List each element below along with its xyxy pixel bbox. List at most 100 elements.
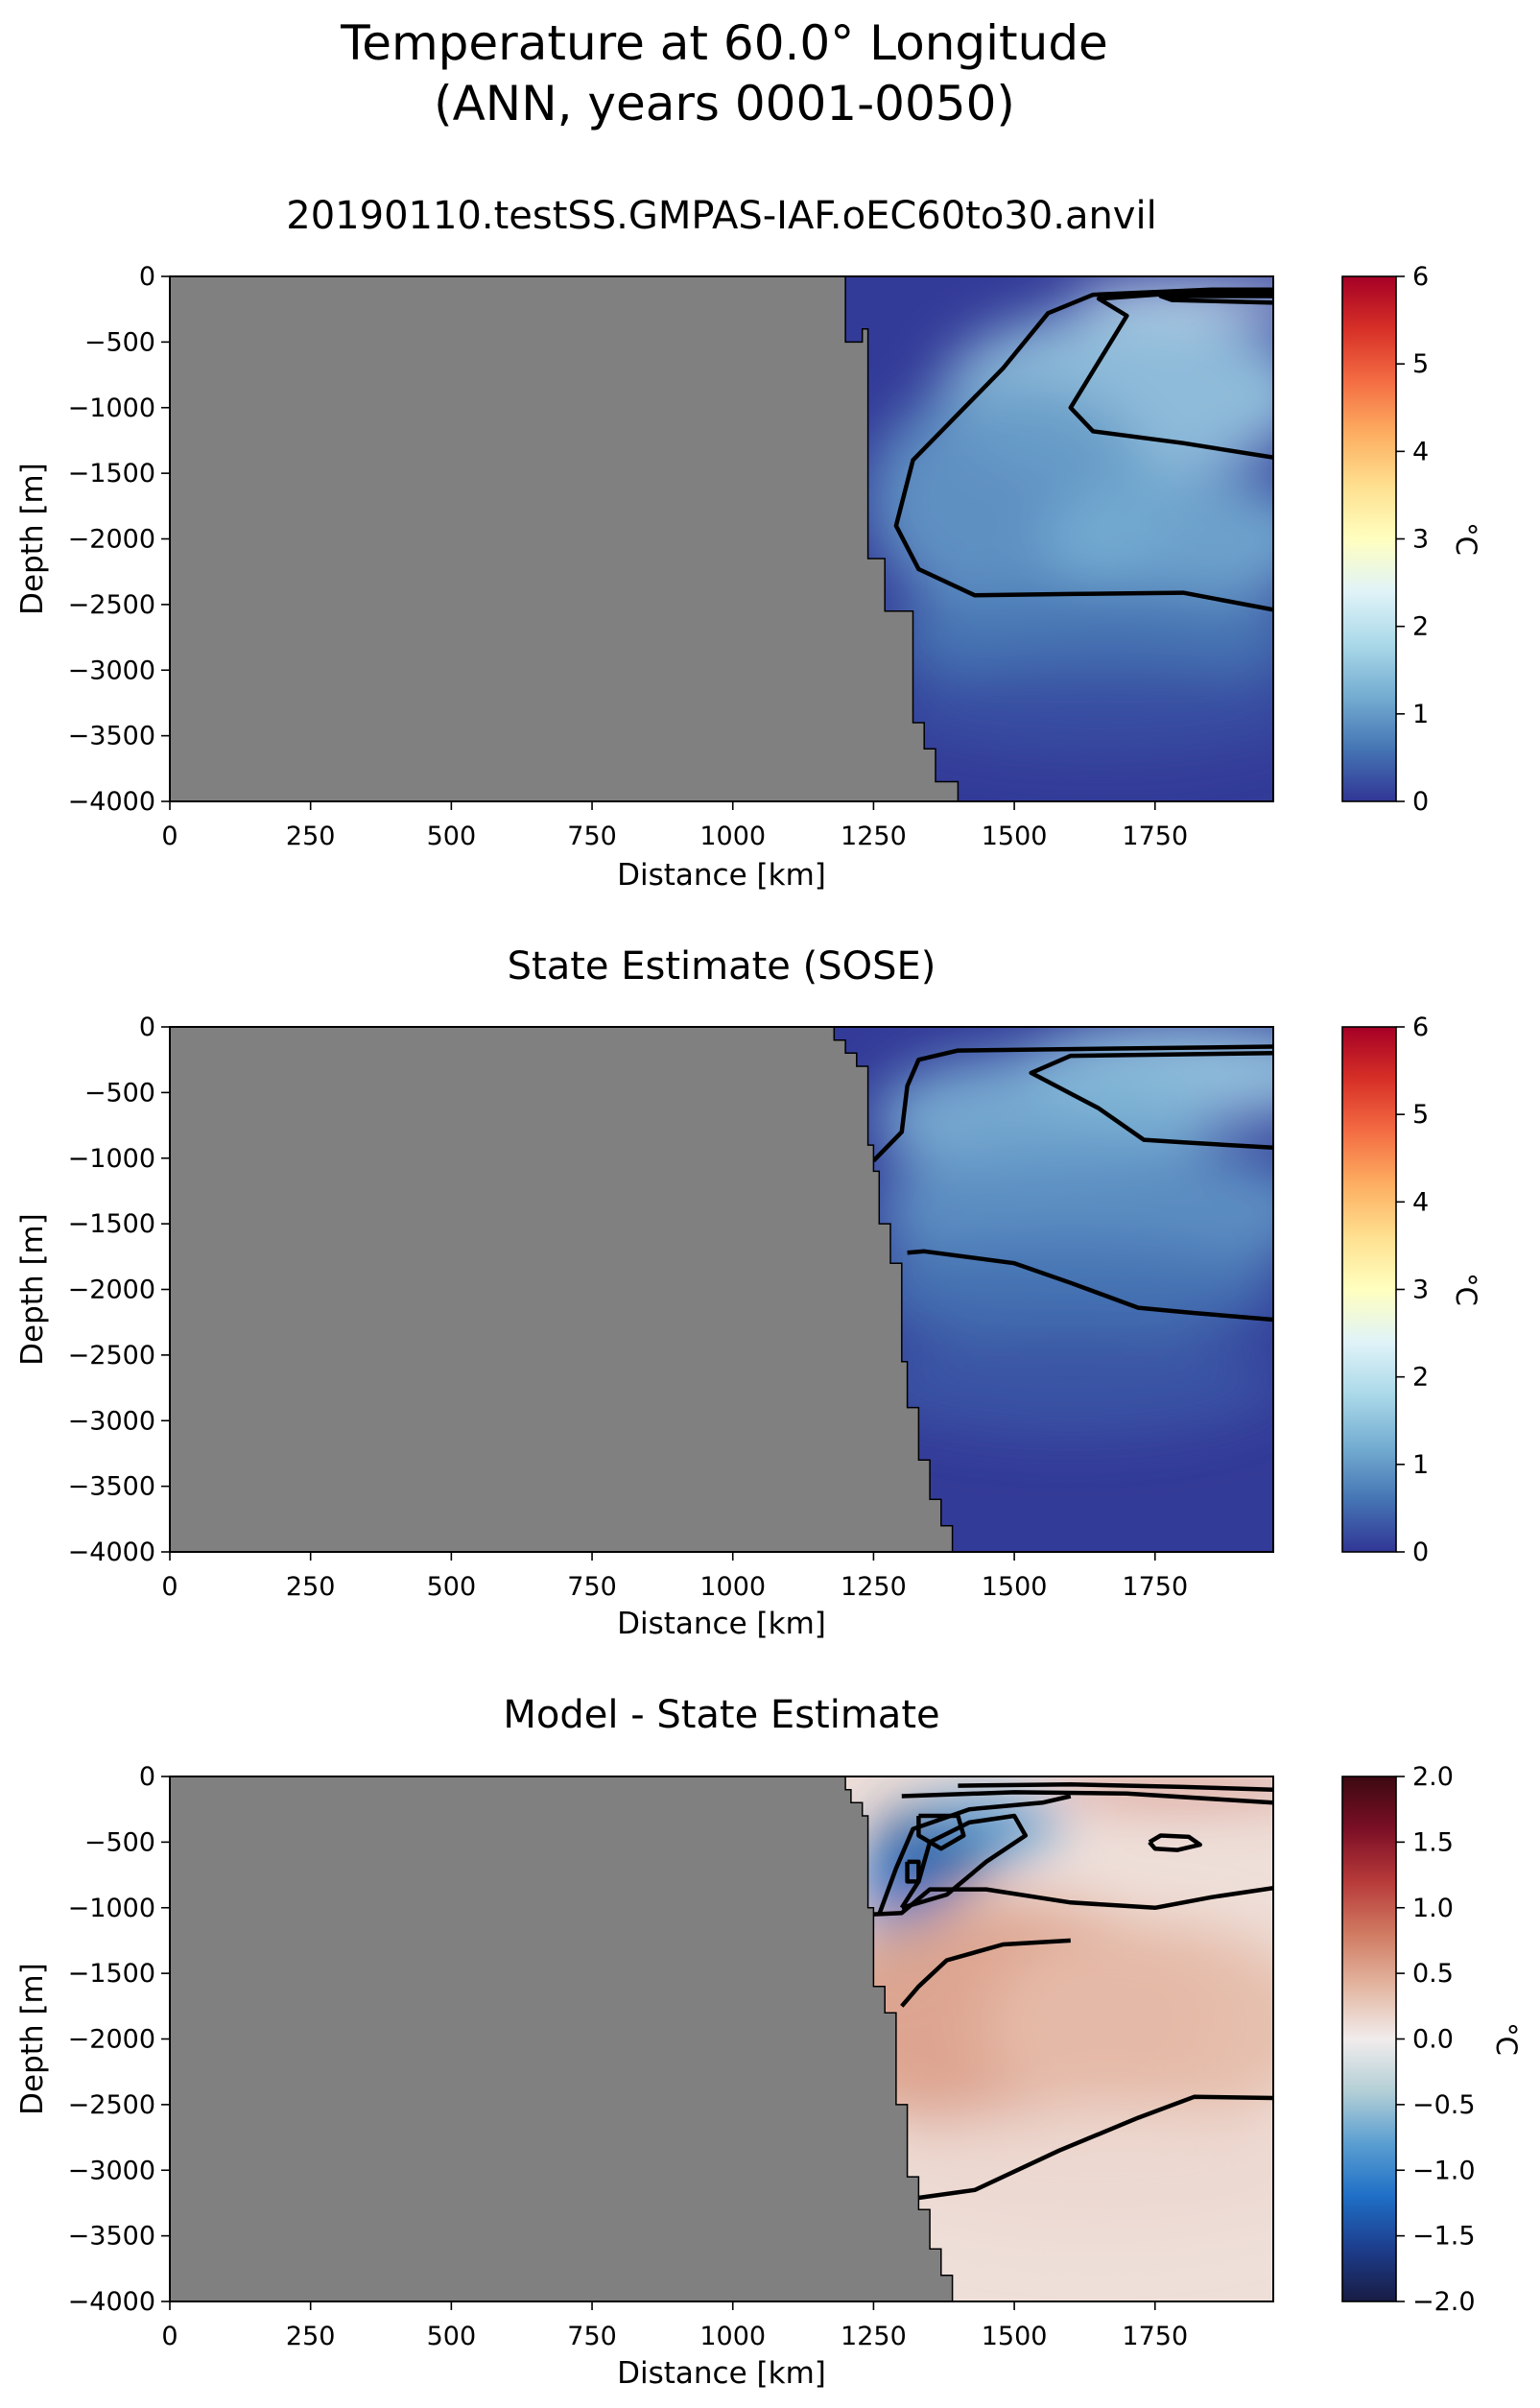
colorbar-tick-label: 1 — [1412, 1450, 1429, 1480]
y-tick-label: −1000 — [68, 393, 155, 423]
x-tick-label: 1750 — [1122, 2322, 1188, 2351]
colorbar-tick-label: 1.0 — [1412, 1894, 1454, 1923]
colorbar-label: °C — [1490, 2022, 1523, 2056]
contour-line — [893, 287, 1273, 612]
colorbar-tick-label: 4 — [1412, 437, 1429, 466]
panel-2: State Estimate (SOSE)0 250 500 750 1000 1250 1… — [15, 944, 1482, 1641]
colorbar-tick-label: 0 — [1412, 1538, 1429, 1567]
x-tick-label: 1000 — [699, 822, 766, 851]
field-blob — [856, 1328, 1273, 1434]
y-tick-label: −4000 — [68, 2287, 155, 2317]
x-tick-label: 1500 — [982, 822, 1048, 851]
contour-line — [877, 1794, 1072, 1916]
y-tick-label: −3000 — [68, 656, 155, 685]
contour-line — [1068, 291, 1273, 460]
colorbar-tick-label: 3 — [1412, 525, 1429, 555]
x-tick-label: 750 — [567, 2322, 617, 2351]
y-tick-label: −1500 — [68, 459, 155, 489]
y-tick-label: −3500 — [68, 722, 155, 751]
x-tick-label: 1750 — [1122, 822, 1188, 851]
land-mask — [170, 1776, 954, 2301]
colorbar-tick-label: 2.0 — [1412, 1762, 1454, 1792]
plot-area — [170, 276, 1273, 801]
contour-line — [916, 1813, 966, 1851]
contour-line — [900, 1938, 1071, 2008]
temperature-field — [856, 1027, 1273, 1434]
contour-line — [899, 1813, 1029, 1910]
colorbar-label: °C — [1450, 522, 1482, 556]
field-blob — [856, 1236, 1273, 1343]
panel-title: 20190110.testSS.GMPAS-IAF.oEC60to30.anvi… — [286, 194, 1156, 238]
colorbar-tick-label: 5 — [1412, 349, 1429, 379]
y-tick-label: −1500 — [68, 1209, 155, 1239]
colorbar-tick-label: 1.5 — [1412, 1827, 1454, 1857]
x-tick-label: 1750 — [1122, 1572, 1188, 1602]
y-tick-label: −4000 — [68, 787, 155, 817]
x-tick-label: 500 — [427, 2322, 477, 2351]
y-tick-label: 0 — [139, 1762, 155, 1792]
colorbar-tick-label: −2.0 — [1412, 2287, 1476, 2317]
field-blob — [885, 663, 1273, 756]
x-tick-label: 750 — [567, 1572, 617, 1602]
colorbar-tick-label: 2 — [1412, 612, 1429, 642]
x-tick-label: 1250 — [841, 1572, 907, 1602]
y-tick-label: 0 — [139, 1013, 155, 1042]
y-axis-label: Depth [m] — [15, 1213, 50, 1366]
colorbar-tick-label: 2 — [1412, 1363, 1429, 1393]
colorbar-tick-label: 3 — [1412, 1276, 1429, 1305]
y-axis-label: Depth [m] — [15, 1963, 50, 2115]
colorbar-tick-label: 4 — [1412, 1187, 1429, 1217]
panel-title: State Estimate (SOSE) — [508, 944, 936, 989]
x-tick-label: 0 — [161, 2322, 178, 2351]
plot-area — [170, 1027, 1273, 1552]
x-axis-label: Distance [km] — [617, 858, 826, 893]
colorbar — [1341, 275, 1397, 802]
y-tick-label: −2000 — [68, 525, 155, 555]
field-blob — [873, 2104, 1273, 2236]
x-axis-label: Distance [km] — [617, 2356, 826, 2391]
colorbar-tick-label: 1 — [1412, 700, 1429, 729]
colorbar-tick-label: −0.5 — [1412, 2090, 1476, 2120]
contour-line — [907, 1249, 1273, 1323]
contour-line — [871, 1044, 1273, 1163]
colorbar-tick-label: 0.5 — [1412, 1959, 1454, 1989]
contour-line — [905, 1859, 921, 1884]
colorbar-tick-label: 6 — [1412, 1013, 1429, 1042]
x-tick-label: 1500 — [982, 2322, 1048, 2351]
y-axis-label: Depth [m] — [15, 463, 50, 615]
figure-title-line2: (ANN, years 0001-0050) — [434, 76, 1015, 131]
y-tick-label: −2000 — [68, 1276, 155, 1305]
panel-1: 20190110.testSS.GMPAS-IAF.oEC60to30.anvi… — [15, 194, 1482, 893]
panel-title: Model - State Estimate — [503, 1693, 939, 1737]
land-mask — [170, 1027, 954, 1552]
land-mask — [170, 276, 960, 801]
x-tick-label: 1500 — [982, 1572, 1048, 1602]
contour-line — [1029, 1051, 1273, 1151]
field-blob — [885, 584, 1273, 690]
contour-line — [901, 1790, 1273, 1805]
x-tick-label: 0 — [161, 822, 178, 851]
colorbar-tick-label: 5 — [1412, 1100, 1429, 1130]
colorbar-label: °C — [1450, 1273, 1482, 1306]
y-tick-label: −3500 — [68, 2222, 155, 2252]
x-tick-label: 500 — [427, 1572, 477, 1602]
y-tick-label: −500 — [84, 1078, 155, 1108]
y-tick-label: −3500 — [68, 1472, 155, 1502]
field-blob — [912, 1797, 1060, 1856]
y-tick-label: −3000 — [68, 2156, 155, 2185]
x-tick-label: 250 — [286, 822, 336, 851]
colorbar — [1341, 1026, 1397, 1553]
x-tick-label: 1250 — [841, 822, 907, 851]
x-tick-label: 750 — [567, 822, 617, 851]
x-tick-label: 500 — [427, 822, 477, 851]
y-tick-label: −500 — [84, 1827, 155, 1857]
colorbar-tick-label: 0 — [1412, 787, 1429, 817]
y-tick-label: −2500 — [68, 2090, 155, 2120]
contour-line — [873, 1885, 1273, 1917]
x-tick-label: 250 — [286, 1572, 336, 1602]
y-tick-label: 0 — [139, 262, 155, 292]
figure-title-line1: Temperature at 60.0° Longitude — [340, 15, 1108, 71]
y-tick-label: −2500 — [68, 590, 155, 620]
y-tick-label: −2500 — [68, 1341, 155, 1371]
